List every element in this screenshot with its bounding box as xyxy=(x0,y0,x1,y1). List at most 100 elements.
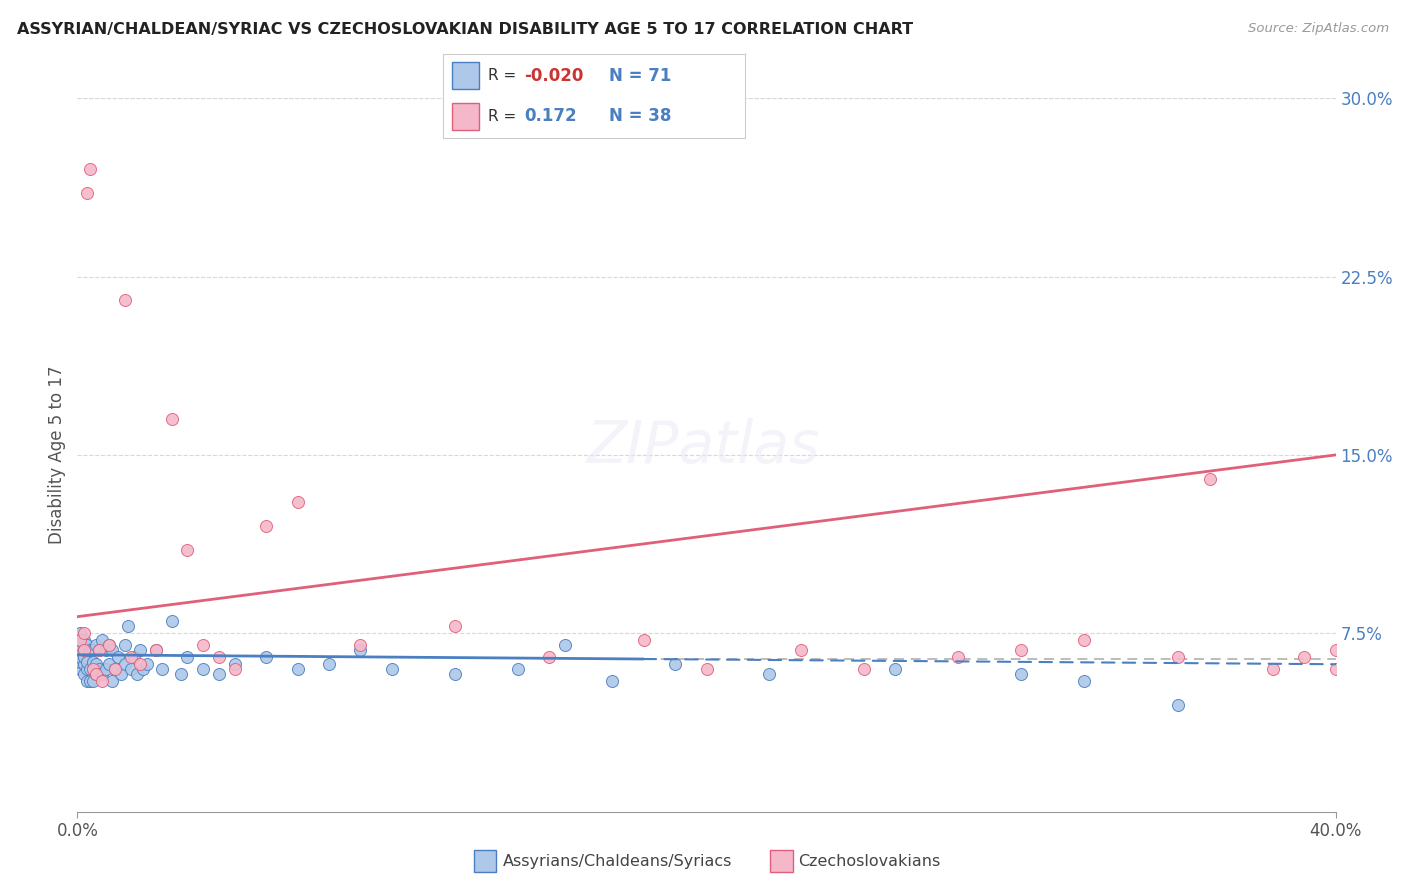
Point xyxy=(129,643,152,657)
Point xyxy=(538,650,561,665)
Point xyxy=(176,543,198,558)
Point xyxy=(790,643,813,657)
Point xyxy=(76,186,98,201)
Point xyxy=(101,673,124,688)
Point xyxy=(72,626,94,640)
Point xyxy=(160,615,183,629)
Point xyxy=(633,633,655,648)
Text: -0.020: -0.020 xyxy=(524,67,583,85)
Point xyxy=(349,643,371,657)
Point xyxy=(287,495,309,509)
Text: R =: R = xyxy=(488,109,522,124)
Point xyxy=(1167,650,1189,665)
Point xyxy=(107,650,129,665)
Point xyxy=(114,293,136,308)
Point xyxy=(129,657,152,672)
Point xyxy=(506,662,529,676)
Point xyxy=(94,643,117,657)
Text: Source: ZipAtlas.com: Source: ZipAtlas.com xyxy=(1249,22,1389,36)
Point xyxy=(76,655,98,669)
Point xyxy=(79,643,101,657)
Point xyxy=(254,650,277,665)
Text: Czechoslovakians: Czechoslovakians xyxy=(799,855,941,869)
Point xyxy=(1294,650,1316,665)
Point xyxy=(381,662,404,676)
Text: ZIPatlas: ZIPatlas xyxy=(586,417,820,475)
Point xyxy=(664,657,686,672)
Point xyxy=(208,666,231,681)
Point xyxy=(91,666,114,681)
Point xyxy=(758,666,780,681)
Text: ASSYRIAN/CHALDEAN/SYRIAC VS CZECHOSLOVAKIAN DISABILITY AGE 5 TO 17 CORRELATION C: ASSYRIAN/CHALDEAN/SYRIAC VS CZECHOSLOVAK… xyxy=(17,22,912,37)
Text: N = 71: N = 71 xyxy=(609,67,672,85)
Point xyxy=(101,643,124,657)
Point xyxy=(82,673,104,688)
Point xyxy=(76,662,98,676)
Point xyxy=(254,519,277,533)
Point xyxy=(170,666,193,681)
Point xyxy=(176,650,198,665)
Point xyxy=(127,666,149,681)
Point xyxy=(69,662,91,676)
Point xyxy=(444,666,467,681)
Point xyxy=(89,643,111,657)
Point xyxy=(94,662,117,676)
Point xyxy=(1261,662,1284,676)
Y-axis label: Disability Age 5 to 17: Disability Age 5 to 17 xyxy=(48,366,66,544)
Point xyxy=(69,638,91,652)
Point xyxy=(132,662,155,676)
Point xyxy=(97,657,120,672)
Point xyxy=(224,657,246,672)
Point xyxy=(82,662,104,676)
Point xyxy=(224,662,246,676)
Point xyxy=(79,662,101,676)
Text: R =: R = xyxy=(488,68,522,83)
Point xyxy=(444,619,467,633)
Point xyxy=(110,666,132,681)
Point xyxy=(948,650,970,665)
FancyBboxPatch shape xyxy=(451,62,479,89)
Point xyxy=(72,666,94,681)
Point xyxy=(1010,666,1032,681)
Point xyxy=(72,657,94,672)
Point xyxy=(89,643,111,657)
Point xyxy=(69,650,91,665)
Point xyxy=(150,662,173,676)
Point xyxy=(120,662,142,676)
Point xyxy=(114,657,136,672)
Point xyxy=(97,638,120,652)
Point xyxy=(69,633,91,648)
Point xyxy=(91,633,114,648)
Point xyxy=(79,673,101,688)
Text: 0.172: 0.172 xyxy=(524,107,576,125)
Point xyxy=(76,673,98,688)
Point xyxy=(72,633,94,648)
Text: Assyrians/Chaldeans/Syriacs: Assyrians/Chaldeans/Syriacs xyxy=(503,855,733,869)
Point xyxy=(82,643,104,657)
FancyBboxPatch shape xyxy=(451,103,479,130)
Point xyxy=(287,662,309,676)
Point xyxy=(122,650,145,665)
Point xyxy=(91,673,114,688)
Point xyxy=(852,662,875,676)
Point xyxy=(1073,673,1095,688)
Point xyxy=(84,666,107,681)
Point xyxy=(89,662,111,676)
Point xyxy=(69,626,91,640)
Point xyxy=(349,638,371,652)
Point xyxy=(69,655,91,669)
Point xyxy=(884,662,907,676)
Point xyxy=(114,638,136,652)
Point xyxy=(72,643,94,657)
Point xyxy=(554,638,576,652)
Point xyxy=(1167,698,1189,712)
Point xyxy=(84,638,107,652)
Point xyxy=(1073,633,1095,648)
Point xyxy=(135,657,157,672)
Point xyxy=(145,643,167,657)
Point xyxy=(69,643,91,657)
Point xyxy=(82,655,104,669)
Point xyxy=(696,662,718,676)
Point xyxy=(104,662,127,676)
Point xyxy=(79,162,101,177)
